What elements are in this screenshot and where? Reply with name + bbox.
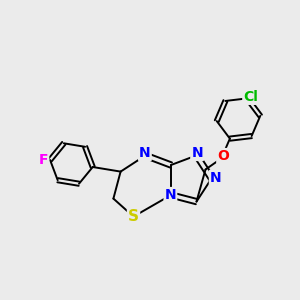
Text: S: S	[128, 209, 139, 224]
Text: N: N	[210, 171, 221, 185]
Text: N: N	[165, 188, 176, 202]
Text: N: N	[139, 146, 151, 160]
Text: Cl: Cl	[243, 90, 258, 104]
Text: N: N	[191, 146, 203, 160]
Text: O: O	[217, 149, 229, 163]
Text: F: F	[39, 153, 48, 167]
